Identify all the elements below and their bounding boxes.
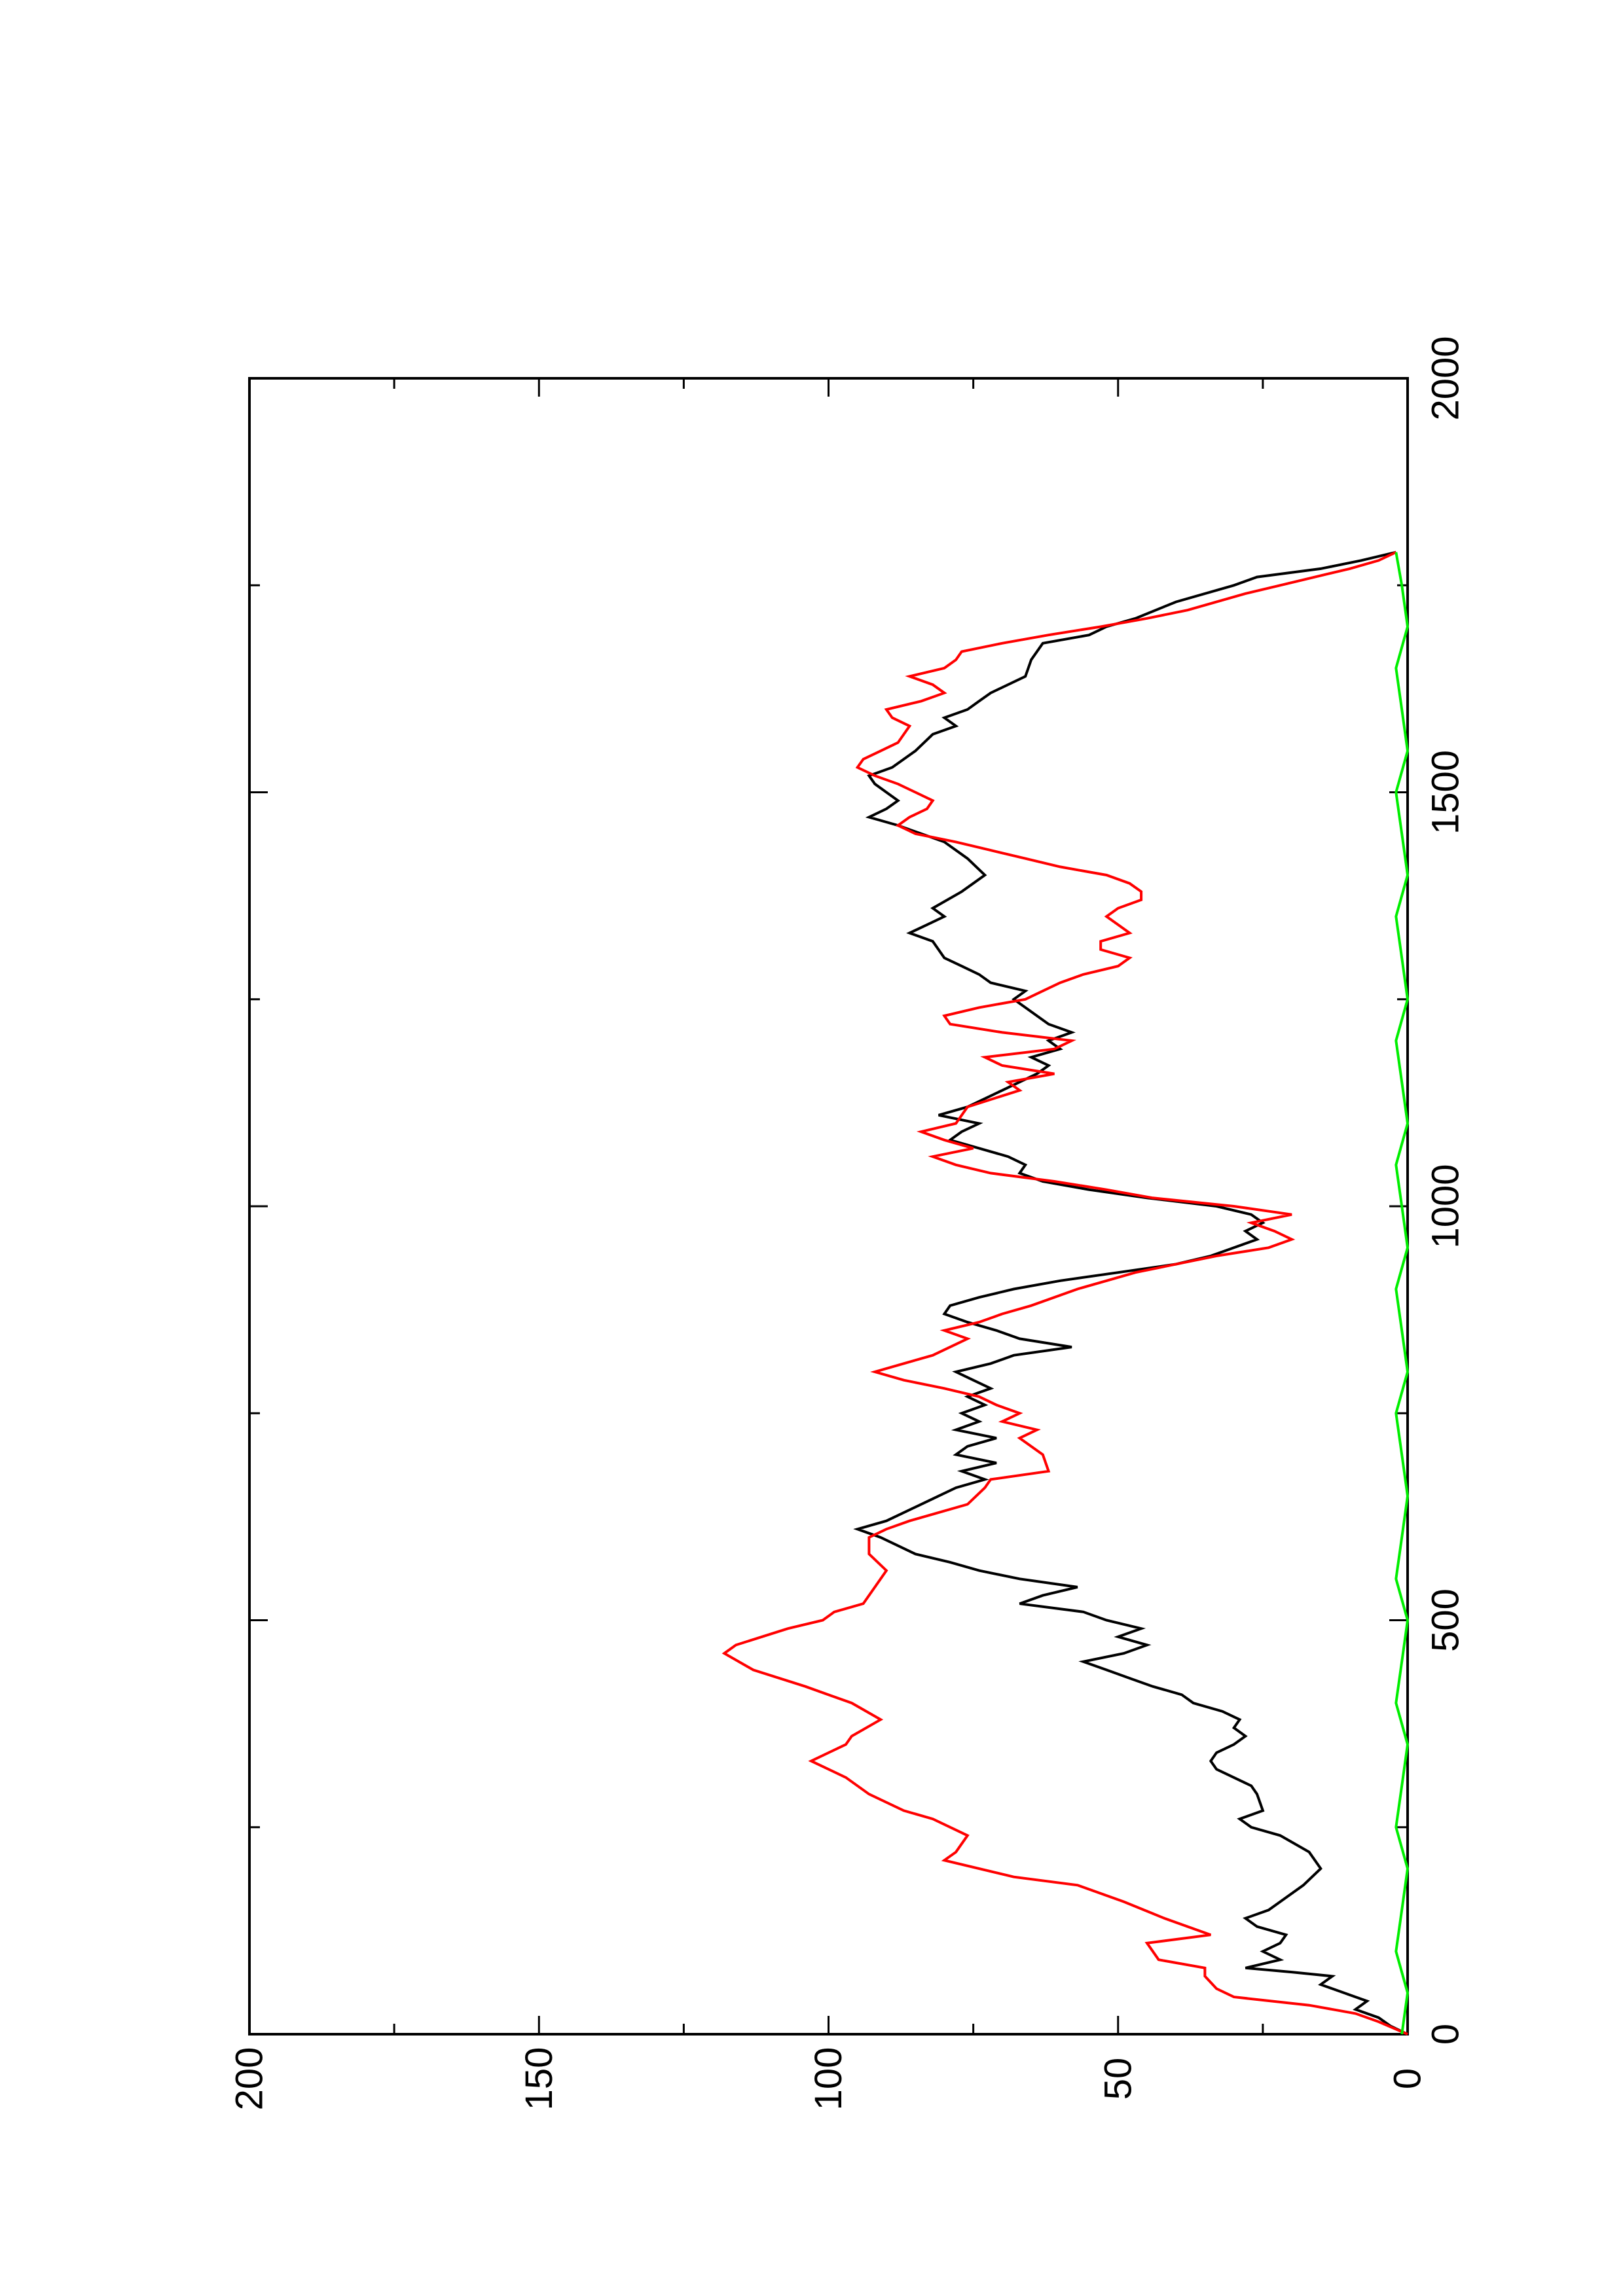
y-tick-label: 0 — [1387, 2068, 1429, 2089]
series-line-3 — [1395, 552, 1410, 2035]
x-tick-label: 2000 — [1425, 336, 1467, 420]
x-tick-label: 0 — [1425, 2024, 1467, 2045]
series-layer — [721, 550, 1410, 2036]
series-line-1 — [853, 550, 1408, 2036]
y-tick-label: 100 — [807, 2047, 850, 2111]
series-line-2 — [721, 550, 1408, 2036]
y-tick-label: 50 — [1097, 2058, 1139, 2100]
tick-marks — [248, 377, 1409, 2036]
x-tick-label: 1000 — [1425, 1164, 1467, 1248]
y-tick-label: 200 — [228, 2047, 271, 2111]
x-tick-label: 500 — [1425, 1588, 1467, 1652]
y-tick-label: 150 — [518, 2047, 560, 2111]
x-tick-label: 1500 — [1425, 750, 1467, 834]
tick-labels: 0 500 1000 1500 2000 0 50 100 150 200 — [228, 336, 1467, 2110]
